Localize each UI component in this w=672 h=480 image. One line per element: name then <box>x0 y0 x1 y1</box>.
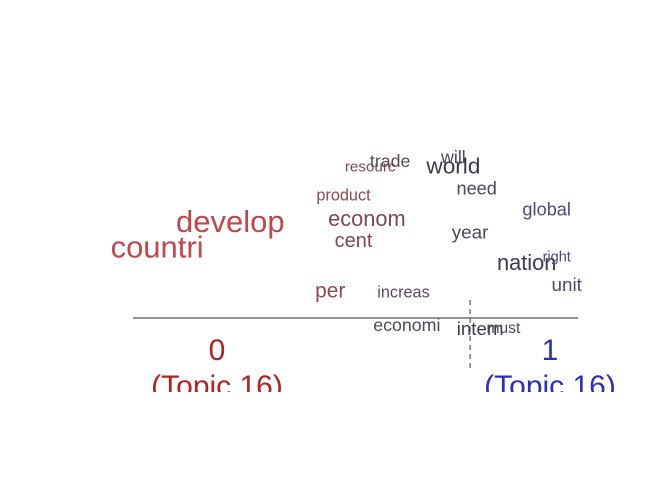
word-world: world <box>425 153 480 178</box>
pole-0-label: (Topic 16) <box>151 370 283 403</box>
word-intern: intern <box>457 318 504 339</box>
pole-1-label: (Topic 16) <box>484 370 616 403</box>
word-trade: trade <box>370 151 411 171</box>
word-cent: cent <box>335 230 373 252</box>
word-product: product <box>316 187 371 205</box>
pole-1-number: 1 <box>542 334 559 367</box>
word-will: will <box>440 147 466 167</box>
word-must: must <box>487 320 521 337</box>
word-global: global <box>522 199 571 219</box>
word-right: right <box>543 250 571 266</box>
word-resourc: resourc <box>345 158 396 175</box>
word-need: need <box>456 178 496 198</box>
word-countri: countri <box>111 229 204 264</box>
word-increas: increas <box>377 283 430 301</box>
pole-0-number: 0 <box>209 334 226 367</box>
word-year: year <box>452 223 489 244</box>
word-nation: nation <box>497 250 556 275</box>
word-unit: unit <box>551 275 582 296</box>
word-per: per <box>315 279 345 302</box>
word-develop: develop <box>176 204 285 239</box>
word-economi: economi <box>373 315 440 335</box>
word-econom: econom <box>328 206 406 231</box>
